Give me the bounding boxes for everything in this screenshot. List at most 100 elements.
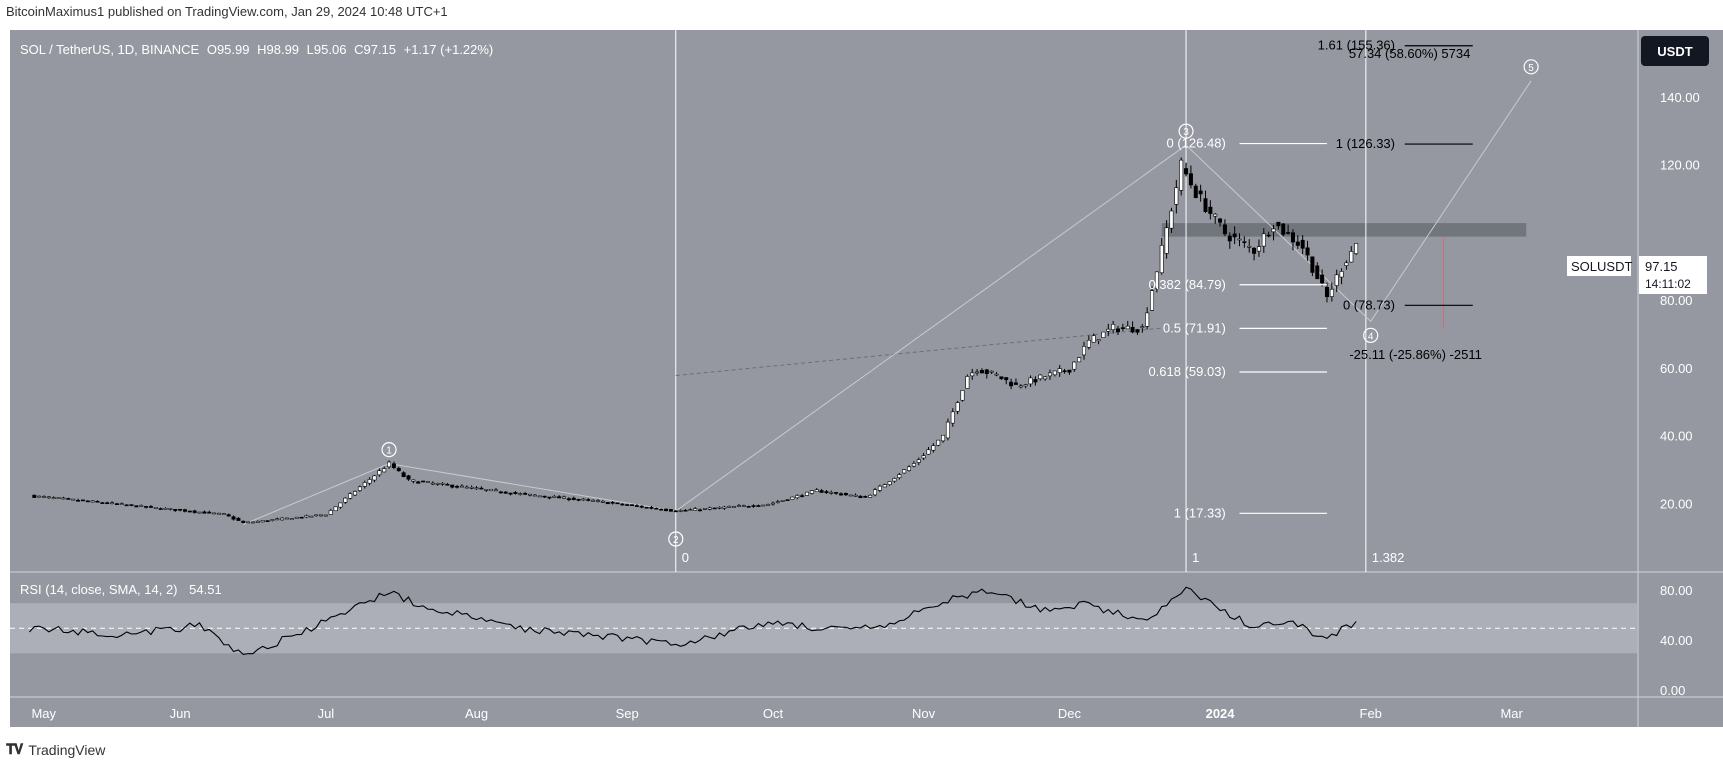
- legend-symbol: SOL / TetherUS, 1D, BINANCE: [20, 42, 200, 57]
- candle: [576, 498, 581, 502]
- candle-body: [581, 498, 586, 501]
- candle-body: [1261, 233, 1266, 247]
- candle-body: [1324, 286, 1329, 298]
- candle: [202, 510, 207, 514]
- candle: [1222, 219, 1227, 237]
- candle-body: [557, 496, 562, 499]
- candle-body: [333, 506, 338, 512]
- candle-body: [1101, 331, 1106, 338]
- candle-body: [770, 502, 775, 505]
- candle-body: [46, 496, 51, 499]
- wave-label-circle: [1178, 123, 1194, 139]
- candle-body: [357, 486, 362, 491]
- candle: [620, 503, 625, 506]
- time-tick-label: Jun: [170, 706, 191, 721]
- candle: [1339, 268, 1344, 285]
- candle-body: [1329, 288, 1334, 297]
- candles-layer: [32, 157, 1359, 524]
- candle: [406, 474, 411, 481]
- candle-body: [1179, 159, 1184, 191]
- candle: [1208, 200, 1213, 220]
- candle-body: [1290, 232, 1295, 243]
- candle-body: [148, 506, 153, 508]
- candle: [474, 486, 479, 490]
- candle: [639, 505, 644, 509]
- candle-body: [644, 506, 649, 509]
- candle-body: [766, 504, 771, 506]
- candle-body: [819, 490, 824, 493]
- candle: [970, 368, 975, 380]
- candle: [1159, 238, 1164, 275]
- candle-body: [897, 474, 902, 478]
- candle-body: [396, 467, 401, 472]
- price-tick-label: 80.00: [1660, 293, 1693, 308]
- candle-body: [809, 490, 814, 494]
- candle-body: [445, 483, 450, 486]
- candle: [367, 477, 372, 486]
- candle: [941, 434, 946, 443]
- footer-brand: 𝐓𝐕 TradingView: [6, 741, 105, 758]
- candle: [275, 517, 280, 521]
- candle-body: [673, 510, 678, 513]
- candle: [921, 452, 926, 461]
- candle-body: [775, 501, 780, 503]
- candle-body: [182, 509, 187, 512]
- rsi-line: [29, 586, 1357, 655]
- candle-body: [469, 487, 474, 489]
- candle: [1150, 286, 1155, 311]
- candle-body: [1047, 372, 1052, 377]
- candle-body: [314, 514, 319, 517]
- candle: [902, 469, 907, 474]
- candle: [299, 516, 304, 519]
- time-tick-label: Sep: [616, 706, 639, 721]
- rsi-legend-value: 54.51: [189, 582, 222, 597]
- candle-body: [51, 497, 56, 499]
- candle-body: [1072, 361, 1077, 370]
- candle: [1018, 384, 1023, 389]
- candle-body: [552, 495, 557, 498]
- candle: [246, 521, 251, 524]
- fib-level-label: 0.5 (71.91): [1163, 320, 1226, 335]
- candle-body: [1106, 328, 1111, 332]
- candle: [464, 485, 469, 489]
- candle-body: [1130, 326, 1135, 333]
- candle: [1349, 246, 1354, 263]
- annotations-layer: 0 1 1.382 0 (126.48) 0.382 (84.79) 0.5 (71.91…: [381, 38, 1539, 565]
- axes-layer: 20.00 40.00 60.00 80.00 120.00 140.00 0.00 40.0…: [31, 90, 1699, 721]
- candle-body: [1184, 168, 1189, 175]
- candle-body: [304, 515, 309, 518]
- candle: [1213, 212, 1218, 224]
- candle-body: [804, 491, 809, 496]
- candle: [119, 502, 124, 505]
- candle-body: [246, 521, 251, 524]
- candle: [37, 495, 42, 498]
- candle-body: [1208, 206, 1213, 214]
- candle: [605, 502, 610, 505]
- legend-high: 98.99: [267, 42, 300, 57]
- candle: [955, 401, 960, 415]
- price-tag-symbol: SOLUSDT: [1571, 259, 1632, 274]
- candle: [226, 513, 231, 517]
- candle-body: [32, 494, 37, 498]
- candle-body: [999, 376, 1004, 380]
- candle-body: [37, 495, 42, 498]
- candle: [1300, 235, 1305, 255]
- candle: [766, 503, 771, 506]
- candle-body: [61, 497, 66, 500]
- candle: [148, 505, 153, 509]
- wave-label-circle: [381, 442, 397, 458]
- candle: [702, 508, 707, 511]
- candle: [1057, 364, 1062, 377]
- candle: [1237, 233, 1242, 247]
- time-tick-label: May: [31, 706, 56, 721]
- candle-body: [756, 505, 761, 507]
- legend-open: 95.99: [217, 42, 250, 57]
- candle-body: [1266, 234, 1271, 237]
- candle: [110, 501, 115, 505]
- candle: [1077, 357, 1082, 363]
- candle: [950, 408, 955, 427]
- candle: [32, 494, 37, 498]
- currency-button[interactable]: USDT: [1641, 36, 1709, 66]
- candle-body: [1057, 368, 1062, 374]
